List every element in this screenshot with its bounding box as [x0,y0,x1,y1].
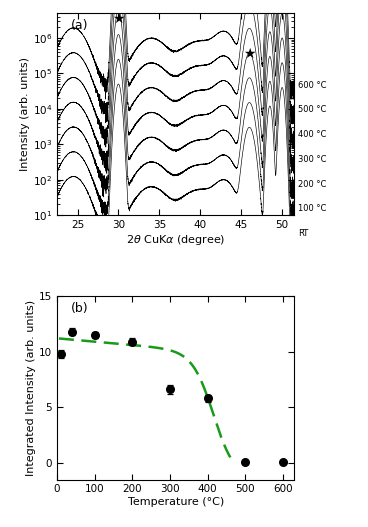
Text: (b): (b) [71,301,89,315]
Text: 200 °C: 200 °C [298,180,327,189]
Text: RT: RT [298,229,309,238]
X-axis label: Temperature (°C): Temperature (°C) [128,497,224,507]
Text: 600 °C: 600 °C [298,81,327,90]
Text: ★: ★ [243,47,256,61]
Text: 100 °C: 100 °C [298,204,327,213]
Text: (a): (a) [71,19,89,32]
Text: 500 °C: 500 °C [298,105,327,114]
X-axis label: $2\theta$ CuK$\alpha$ (degree): $2\theta$ CuK$\alpha$ (degree) [126,233,226,247]
Text: 400 °C: 400 °C [298,130,327,139]
Text: ★: ★ [112,12,125,26]
Y-axis label: Integrated Intensity (arb. units): Integrated Intensity (arb. units) [26,300,36,476]
Y-axis label: Intensity (arb. units): Intensity (arb. units) [20,57,30,171]
Text: 300 °C: 300 °C [298,155,327,164]
